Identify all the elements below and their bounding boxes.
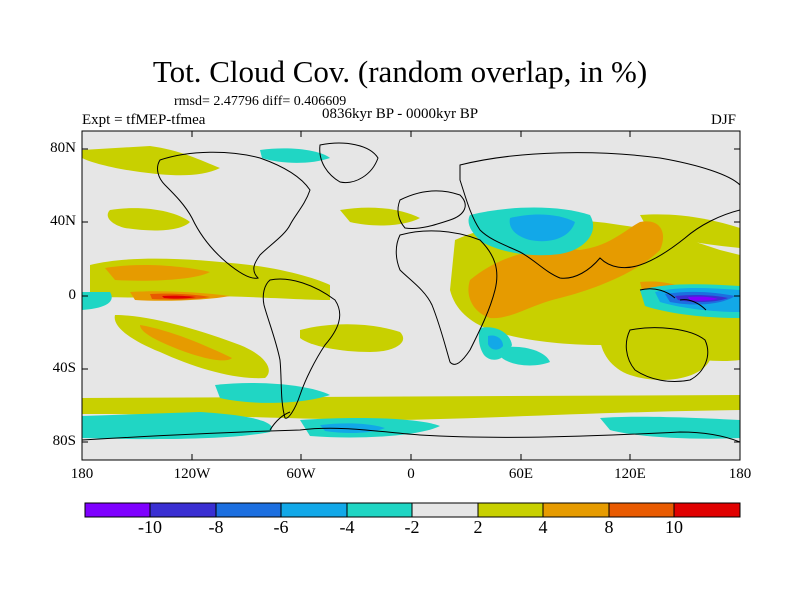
colorbar-label-2: 2 bbox=[473, 517, 483, 537]
x-tick-label-60w: 60W bbox=[286, 466, 316, 482]
x-ticks bbox=[81, 131, 741, 460]
shade-cyan-east-pacific bbox=[82, 292, 112, 310]
colorbar bbox=[84, 502, 741, 518]
y-ticks bbox=[82, 148, 740, 443]
coast-europe bbox=[397, 190, 466, 229]
colorbar-box-9 bbox=[608, 502, 675, 518]
x-tick-label-180e: 180 bbox=[728, 466, 752, 482]
shade-red-central-pacific bbox=[162, 295, 196, 299]
shade-yellow-north-pacific bbox=[107, 208, 190, 231]
colorbar-box-3 bbox=[215, 502, 282, 518]
experiment-label: Expt = tfMEP-tfmea bbox=[82, 112, 206, 128]
colorbar-box-5 bbox=[346, 502, 413, 518]
colorbar-box-7 bbox=[477, 502, 544, 518]
period-label: 0836kyr BP - 0000kyr BP bbox=[322, 106, 479, 122]
colorbar-label-m2: -2 bbox=[404, 517, 420, 537]
shade-blue-asia bbox=[509, 214, 575, 242]
colorbar-label-m4: -4 bbox=[339, 517, 355, 537]
coast-south-america bbox=[262, 278, 341, 419]
colorbar-label-m10: -10 bbox=[138, 517, 162, 537]
colorbar-box-6 bbox=[411, 502, 479, 518]
coast-africa bbox=[395, 230, 498, 365]
anomaly-shading bbox=[82, 142, 740, 443]
coast-antarctica bbox=[82, 427, 740, 443]
shade-orange-east-pacific bbox=[105, 265, 210, 281]
coastlines bbox=[82, 142, 740, 443]
coast-australia bbox=[625, 327, 709, 383]
y-tick-label-40n: 40N bbox=[50, 213, 76, 229]
shade-yellow-australia bbox=[599, 330, 710, 380]
y-tick-label-0: 0 bbox=[68, 287, 77, 303]
colorbar-box-8 bbox=[542, 502, 610, 518]
shade-violet-west-pacific bbox=[688, 296, 718, 301]
x-tick-label-60e: 60E bbox=[508, 466, 534, 482]
shade-orange-africa-arabia bbox=[468, 221, 664, 319]
coast-greenland bbox=[319, 142, 379, 184]
y-tick-label-40s: 40S bbox=[52, 360, 76, 376]
colorbar-label-m6: -6 bbox=[273, 517, 289, 537]
shade-cyan-south-atlantic bbox=[215, 383, 330, 403]
y-tick-label-80s: 80S bbox=[52, 433, 76, 449]
shade-orange-south-pacific bbox=[140, 325, 232, 361]
coast-maritime-continent bbox=[639, 288, 707, 311]
coast-north-america bbox=[157, 151, 311, 279]
colorbar-box-2 bbox=[149, 502, 217, 518]
stats-line: rmsd= 2.47796 diff= 0.406609 bbox=[174, 94, 347, 109]
colorbar-label-10: 10 bbox=[665, 517, 683, 537]
x-tick-label-180w: 180 bbox=[70, 466, 94, 482]
colorbar-box-10 bbox=[673, 502, 741, 518]
shade-blue-s-africa bbox=[488, 335, 503, 350]
shade-cyan-indian-ocean bbox=[500, 346, 550, 366]
coast-asia bbox=[459, 152, 740, 279]
shade-cyan-arctic bbox=[260, 148, 330, 163]
colorbar-box-4 bbox=[280, 502, 348, 518]
x-tick-label-120e: 120E bbox=[614, 466, 646, 482]
y-tick-label-80n: 80N bbox=[50, 140, 76, 156]
season-label: DJF bbox=[711, 112, 737, 128]
shade-yellow-arctic bbox=[82, 146, 220, 176]
x-tick-label-120w: 120W bbox=[173, 466, 211, 482]
coast-antarctic-peninsula bbox=[269, 411, 291, 431]
x-tick-label-0: 0 bbox=[407, 466, 415, 482]
colorbar-label-4: 4 bbox=[538, 517, 548, 537]
colorbar-box-1 bbox=[84, 502, 151, 518]
plot-title: Tot. Cloud Cov. (random overlap, in %) bbox=[152, 54, 648, 89]
colorbar-label-m8: -8 bbox=[208, 517, 224, 537]
colorbar-label-8: 8 bbox=[604, 517, 614, 537]
shade-yellow-south-atlantic bbox=[300, 324, 404, 352]
shade-yellow-nw-pacific bbox=[640, 214, 740, 248]
